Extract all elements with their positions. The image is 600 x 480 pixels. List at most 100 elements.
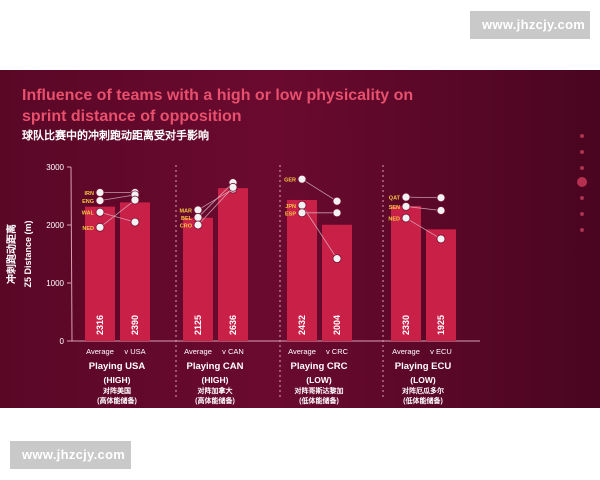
team-marker-vs: [332, 208, 342, 218]
team-code-label: IRN: [85, 191, 95, 197]
group-label-cn: 对阵厄瓜多尔: [402, 386, 444, 395]
team-marker-average: [193, 220, 203, 230]
team-connector: [197, 188, 234, 211]
x-tick-label: Average: [288, 347, 316, 356]
group-level: (HIGH): [202, 375, 229, 385]
team-marker-vs: [130, 217, 140, 227]
team-connector: [197, 187, 234, 226]
decor-dot: [580, 166, 584, 170]
team-marker-average: [95, 207, 105, 217]
bar: [218, 188, 248, 341]
decor-dot: [580, 150, 584, 154]
group-label-cn: 对阵哥斯达黎加: [295, 386, 344, 395]
team-marker-average: [297, 208, 307, 218]
chart-panel: Influence of teams with a high or low ph…: [0, 70, 600, 408]
bar-value-label: 2125: [193, 315, 203, 335]
bar: [183, 217, 213, 341]
group-label: Playing CRC: [290, 361, 347, 372]
team-marker-average: [95, 196, 105, 206]
team-marker-vs: [332, 254, 342, 264]
team-marker-average: [401, 213, 411, 223]
y-axis-line: [70, 166, 73, 342]
group-label: Playing CAN: [186, 361, 243, 372]
team-code-label: NED: [82, 226, 94, 232]
group-level-cn: (低体能储备): [299, 396, 339, 405]
decor-dot: [580, 196, 584, 200]
team-code-label: CRO: [180, 224, 193, 230]
team-connector: [197, 182, 234, 218]
team-connector: [301, 205, 338, 259]
team-code-label: SEN: [389, 205, 400, 211]
team-marker-average: [95, 188, 105, 197]
x-tick-label: v CRC: [326, 347, 349, 356]
team-code-label: ENG: [82, 199, 94, 205]
bar-value-label: 2390: [130, 315, 140, 335]
team-marker-vs: [130, 195, 140, 205]
team-marker-vs: [436, 193, 446, 203]
watermark-bottom: www.jhzcjy.com: [10, 441, 131, 469]
group-label-cn: 对阵加拿大: [198, 386, 233, 395]
group-label: Playing ECU: [395, 361, 452, 372]
group-level-cn: (高体能储备): [195, 396, 235, 405]
team-marker-average: [297, 200, 307, 210]
team-code-label: BEL: [181, 216, 193, 222]
team-connector: [405, 196, 442, 199]
group-level-cn: (低体能储备): [403, 396, 443, 405]
y-axis-label: Z5 Distance (m): [23, 220, 33, 287]
bar-value-label: 2330: [401, 315, 411, 335]
x-tick-label: Average: [184, 347, 212, 356]
team-marker-average: [401, 202, 411, 211]
bar: [287, 199, 317, 341]
team-marker-average: [401, 192, 411, 202]
team-marker-vs: [332, 196, 342, 206]
bar-chart: 冲刺跑动距离 Z5 Distance (m) 0 1000 2000 3000 2316 Av…: [5, 163, 480, 405]
y-axis-label-cn: 冲刺跑动距离: [5, 224, 18, 284]
x-tick-label: v ECU: [430, 347, 452, 356]
decor-dot: [577, 177, 587, 187]
bar-value-label: 2636: [228, 315, 238, 335]
chart-title: Influence of teams with a high or low ph…: [22, 87, 414, 125]
x-tick-label: Average: [86, 347, 114, 356]
bar: [391, 205, 421, 341]
group-level: (LOW): [410, 375, 436, 385]
bar-value-label: 2004: [332, 315, 342, 335]
team-marker-average: [193, 213, 203, 222]
team-connector: [99, 199, 136, 228]
team-connector: [99, 194, 136, 202]
x-tick-label: v CAN: [222, 347, 244, 356]
chart-subtitle: 球队比赛中的冲刺跑动距离受对手影响: [22, 130, 209, 142]
y-tick-label: 2000: [46, 221, 64, 230]
team-marker-average: [297, 174, 307, 184]
team-marker-average: [95, 222, 105, 232]
bar: [322, 224, 352, 341]
team-marker-vs: [436, 206, 446, 215]
decor-dot: [580, 134, 584, 138]
team-connector: [405, 217, 442, 240]
y-tick-label: 3000: [46, 163, 64, 172]
decor-dot: [580, 228, 584, 232]
decor-dot: [580, 212, 584, 216]
group-level-cn: (高体能储备): [97, 396, 137, 405]
group-level: (LOW): [306, 375, 332, 385]
bar: [426, 229, 456, 341]
team-marker-average: [193, 205, 203, 215]
y-tick-label: 1000: [46, 279, 64, 288]
team-code-label: WAL: [82, 211, 95, 217]
x-tick-label: Average: [392, 347, 420, 356]
team-connector: [301, 178, 338, 202]
team-code-label: GER: [284, 178, 296, 184]
group-label: Playing USA: [89, 361, 146, 372]
team-code-label: NED: [388, 217, 400, 223]
bar-value-label: 2432: [297, 315, 307, 335]
team-connector: [99, 211, 136, 223]
team-code-label: MAR: [179, 208, 192, 214]
team-marker-vs: [436, 234, 446, 244]
x-tick-label: v USA: [124, 347, 145, 356]
group-label-cn: 对阵美国: [103, 386, 131, 395]
team-connector: [405, 206, 442, 211]
bar-value-label: 1925: [436, 315, 446, 335]
team-code-label: JPN: [285, 204, 296, 210]
watermark-top: www.jhzcjy.com: [470, 11, 590, 39]
team-marker-vs: [228, 182, 238, 192]
team-code-label: ESP: [285, 211, 296, 217]
